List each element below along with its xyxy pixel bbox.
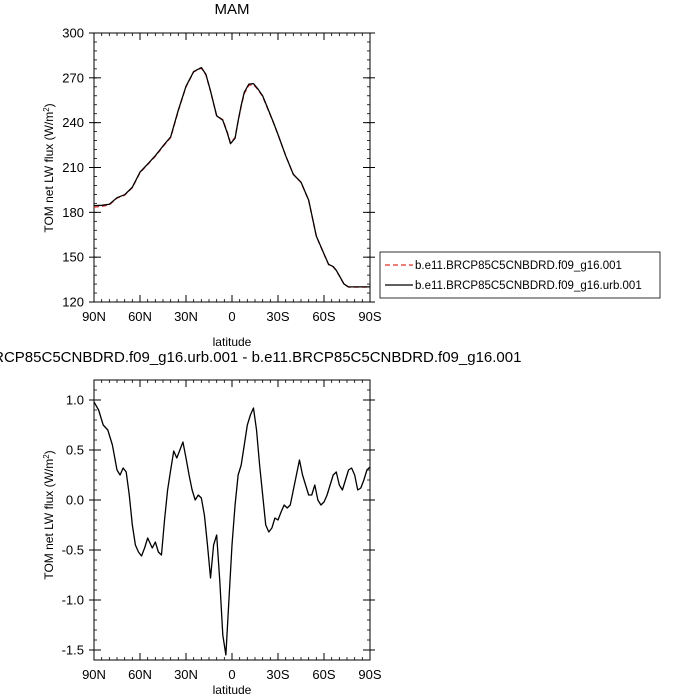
legend-label-series-2: b.e11.BRCP85C5CNBDRD.f09_g16.urb.001 [415, 280, 642, 292]
top-plot-border [93, 32, 371, 303]
top-x-tick-label: 0 [228, 309, 235, 324]
top-x-tick-label: 60S [312, 309, 335, 324]
top-axes: 90N 60N 30N 0 30S 60S 90S 120 150 180 210 240 270 300 [62, 26, 382, 325]
top-x-tick-label: 60N [128, 309, 152, 324]
top-y-tick-label: 150 [62, 250, 84, 265]
bottom-panel: b.e11.BRCP85C5CNBDRD.f09_g16.urb.001 - b… [0, 349, 521, 697]
bottom-x-axis-label: latitude [213, 683, 252, 697]
bottom-x-tick-label: 30N [174, 667, 198, 682]
legend: b.e11.BRCP85C5CNBDRD.f09_g16.001 b.e11.B… [379, 251, 661, 299]
bottom-y-tick-label: -1.5 [62, 643, 84, 658]
bottom-x-tick-label: 90N [82, 667, 106, 682]
bottom-panel-title: b.e11.BRCP85C5CNBDRD.f09_g16.urb.001 - b… [0, 349, 521, 366]
legend-label-series-1: b.e11.BRCP85C5CNBDRD.f09_g16.001 [415, 260, 622, 272]
top-y-tick-label: 240 [62, 115, 84, 130]
top-x-tick-label: 30N [174, 309, 198, 324]
bottom-series-line-1 [94, 401, 370, 656]
bottom-y-tick-label: 0.0 [66, 493, 84, 508]
top-series-line-1 [94, 67, 370, 288]
top-x-tick-label: 90N [82, 309, 106, 324]
top-y-tick-label: 120 [62, 295, 84, 310]
top-x-tick-label: 30S [266, 309, 289, 324]
bottom-x-tick-label: 60S [312, 667, 335, 682]
bottom-y-tick-label: -0.5 [62, 543, 84, 558]
bottom-y-tick-label: 0.5 [66, 443, 84, 458]
bottom-y-tick-label: -1.0 [62, 593, 84, 608]
bottom-axes: 90N 60N 30N 0 30S 60S 90S -1.5 -1.0 -0.5 0.0 0.5 1.0 [62, 379, 382, 682]
top-y-axis-label: TOM net LW flux (W/m2) [42, 103, 56, 232]
top-y-tick-label: 180 [62, 205, 84, 220]
bottom-x-tick-label: 0 [228, 667, 235, 682]
legend-box [379, 251, 661, 299]
top-y-tick-label: 270 [62, 70, 84, 85]
bottom-plot-border [93, 379, 371, 661]
top-panel: MAM latitude TOM net LW flux (W/m2) 90N 6… [42, 1, 382, 349]
top-series-line-2 [94, 66, 370, 288]
bottom-y-tick-label: 1.0 [66, 393, 84, 408]
top-y-tick-label: 210 [62, 160, 84, 175]
bottom-x-tick-label: 60N [128, 667, 152, 682]
bottom-x-tick-label: 90S [358, 667, 381, 682]
bottom-x-tick-label: 30S [266, 667, 289, 682]
top-x-axis-label: latitude [213, 335, 252, 349]
top-x-tick-label: 90S [358, 309, 381, 324]
bottom-y-axis-label: TOM net LW flux (W/m2) [42, 450, 56, 579]
top-panel-title: MAM [215, 1, 250, 18]
top-y-tick-label: 300 [62, 26, 84, 41]
